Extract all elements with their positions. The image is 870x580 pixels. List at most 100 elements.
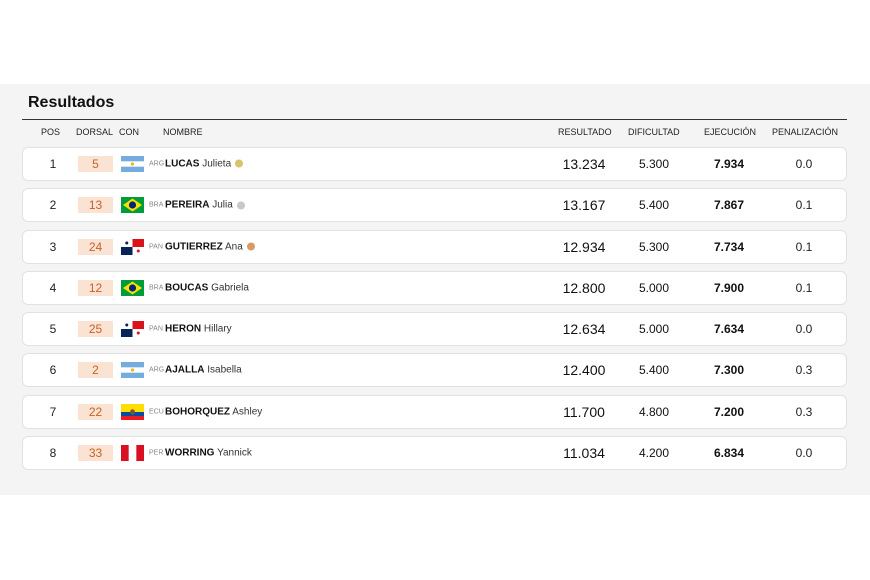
dificultad-value: 5.000: [638, 280, 670, 295]
table-header: POS DORSAL CON NOMBRE RESULTADO DIFICULT…: [22, 127, 847, 141]
athlete-name: WORRING Yannick: [165, 448, 252, 459]
dificultad-value: 4.800: [638, 404, 670, 419]
panama-flag-icon: [121, 238, 144, 255]
brazil-flag-icon: [121, 279, 144, 296]
athlete-given-name: Gabriela: [211, 282, 249, 294]
table-row[interactable]: 7 22 ECU BOHORQUEZ Ashley 11.700 4.800 7.200 0.…: [22, 394, 847, 429]
penalizacion-value: 0.0: [795, 322, 813, 337]
header-pos: POS: [41, 127, 61, 137]
dorsal-badge: 13: [78, 197, 113, 214]
results-panel: Resultados POS DORSAL CON NOMBRE RESULTA…: [0, 84, 870, 495]
dorsal-badge: 12: [78, 279, 113, 296]
header-divider: [22, 119, 847, 120]
athlete-given-name: Isabella: [207, 364, 242, 376]
position: 1: [49, 157, 57, 171]
athlete-surname: HERON: [165, 323, 202, 335]
ejecucion-value: 7.900: [713, 280, 745, 295]
athlete-given-name: Julia: [212, 199, 233, 211]
dorsal-badge: 24: [78, 238, 113, 255]
dorsal-badge: 25: [78, 321, 113, 338]
athlete-name: AJALLA Isabella: [165, 365, 242, 376]
athlete-surname: BOUCAS: [165, 282, 209, 294]
argentina-flag-icon: [121, 156, 144, 172]
penalizacion-value: 0.0: [795, 446, 813, 461]
resultado-value: 11.700: [563, 403, 605, 420]
dificultad-value: 5.300: [638, 239, 670, 254]
table-row[interactable]: 3 24 PAN GUTIERREZ Ana 12.934 5.300 7.734 0.1: [22, 229, 847, 264]
country-code: PER: [149, 449, 164, 457]
country-code: PAN: [149, 325, 163, 333]
dificultad-value: 4.200: [638, 446, 670, 461]
position: 2: [49, 198, 57, 213]
country-code: BRA: [149, 201, 164, 209]
table-row[interactable]: 6 2 ARG AJALLA Isabella 12.400 5.400 7.300 0.3: [22, 353, 847, 388]
athlete-name: LUCAS Julieta: [165, 158, 244, 170]
header-ejecucion: EJECUCIÓN: [704, 127, 757, 137]
ejecucion-value: 6.834: [713, 446, 745, 461]
brazil-flag-icon: [121, 197, 144, 214]
position: 3: [49, 239, 57, 254]
athlete-name: BOUCAS Gabriela: [165, 282, 249, 293]
athlete-surname: LUCAS: [165, 158, 200, 170]
country-code: ECU: [149, 408, 164, 416]
table-row[interactable]: 5 25 PAN HERON Hillary 12.634 5.000 7.634 0.0: [22, 312, 847, 347]
table-row[interactable]: 8 33 PER WORRING Yannick 11.034 4.200 6.834 0.0: [22, 436, 847, 471]
penalizacion-value: 0.3: [795, 363, 813, 378]
results-table: 1 5 ARG LUCAS Julieta 13.234 5.300 7.934 0.0 2 1…: [22, 147, 847, 477]
position: 7: [49, 404, 57, 419]
ecuador-flag-icon: [121, 403, 144, 420]
table-row[interactable]: 2 13 BRA PEREIRA Julia 13.167 5.400 7.867 0.1: [22, 188, 847, 223]
header-resultado: RESULTADO: [558, 127, 612, 137]
athlete-name: BOHORQUEZ Ashley: [165, 406, 262, 417]
dificultad-value: 5.400: [638, 363, 670, 378]
table-row[interactable]: 4 12 BRA BOUCAS Gabriela 12.800 5.000 7.900 0.1: [22, 270, 847, 305]
penalizacion-value: 0.1: [795, 280, 813, 295]
resultado-value: 12.634: [562, 321, 606, 338]
athlete-surname: WORRING: [165, 447, 215, 459]
athlete-given-name: Ashley: [232, 406, 263, 418]
penalizacion-value: 0.3: [795, 404, 813, 419]
bronze-medal-icon: [246, 242, 255, 251]
athlete-surname: GUTIERREZ: [165, 241, 223, 253]
ejecucion-value: 7.634: [713, 322, 745, 337]
dorsal-badge: 22: [78, 403, 113, 420]
country-code: PAN: [149, 243, 163, 251]
header-con: CON: [119, 127, 139, 137]
penalizacion-value: 0.0: [795, 157, 813, 171]
ejecucion-value: 7.934: [713, 157, 745, 171]
resultado-value: 12.934: [562, 238, 606, 255]
table-row[interactable]: 1 5 ARG LUCAS Julieta 13.234 5.300 7.934 0.0: [22, 147, 847, 181]
country-code: ARG: [149, 160, 165, 168]
athlete-surname: BOHORQUEZ: [165, 406, 230, 418]
header-dorsal: DORSAL: [76, 127, 114, 137]
ejecucion-value: 7.200: [713, 404, 745, 419]
athlete-name: PEREIRA Julia: [165, 200, 245, 211]
gold-medal-icon: [235, 159, 244, 168]
peru-flag-icon: [121, 445, 144, 462]
athlete-given-name: Julieta: [202, 158, 232, 170]
position: 8: [49, 446, 57, 461]
dorsal-badge: 2: [78, 362, 113, 379]
resultado-value: 12.800: [562, 279, 606, 296]
athlete-given-name: Yannick: [217, 447, 252, 459]
position: 4: [49, 280, 57, 295]
dificultad-value: 5.400: [638, 198, 670, 213]
argentina-flag-icon: [121, 362, 144, 379]
header-penalizacion: PENALIZACIÓN: [772, 127, 839, 137]
position: 5: [49, 322, 57, 337]
header-nombre: NOMBRE: [163, 127, 203, 137]
athlete-given-name: Ana: [225, 241, 243, 253]
ejecucion-value: 7.734: [713, 239, 745, 254]
resultado-value: 13.234: [562, 156, 606, 172]
header-dificultad: DIFICULTAD: [628, 127, 680, 137]
athlete-name: HERON Hillary: [165, 324, 232, 335]
resultado-value: 13.167: [562, 197, 606, 214]
ejecucion-value: 7.300: [713, 363, 745, 378]
country-code: BRA: [149, 284, 164, 292]
penalizacion-value: 0.1: [795, 239, 813, 254]
dorsal-badge: 33: [78, 445, 113, 462]
page-title: Resultados: [28, 94, 115, 111]
silver-medal-icon: [236, 201, 245, 210]
athlete-name: GUTIERREZ Ana: [165, 241, 255, 252]
athlete-surname: AJALLA: [165, 364, 205, 376]
